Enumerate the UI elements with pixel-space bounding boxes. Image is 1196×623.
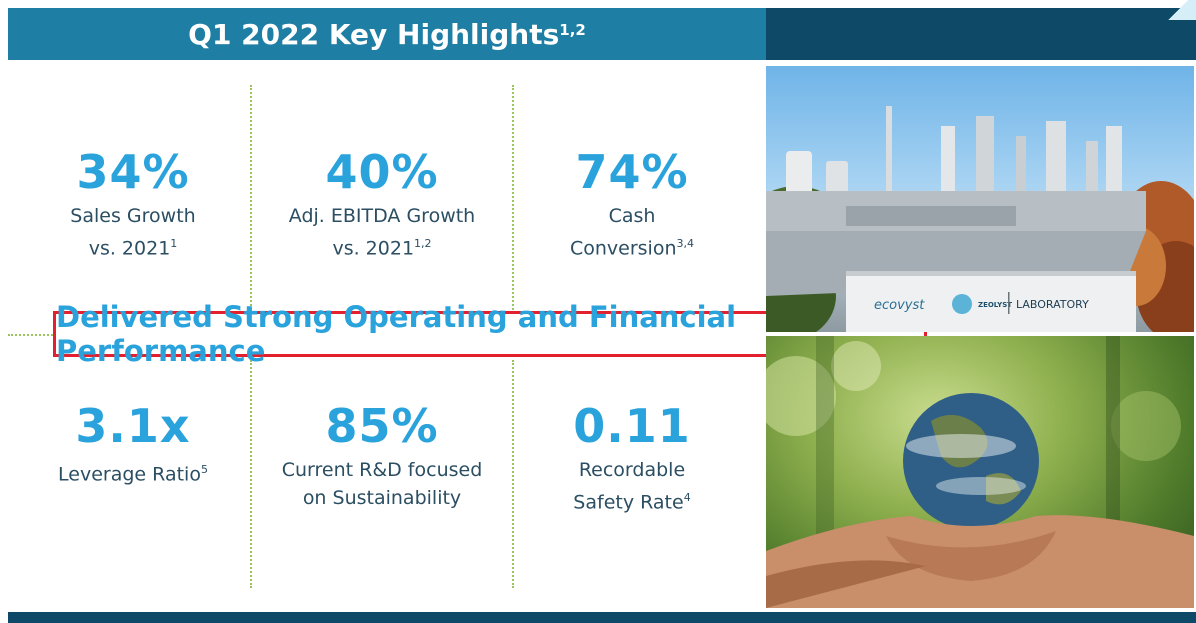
corner-decoration [1146,0,1196,20]
divider-horizontal [8,334,53,336]
metric-cash-conversion: 74% Cash Conversion3,4 [512,146,752,262]
sign-label-text: LABORATORY [1016,298,1089,311]
metric-leverage-ratio: 3.1x Leverage Ratio5 [13,400,253,488]
divider-vertical-4 [512,360,514,588]
metric-label: Current R&D focused on Sustainability [281,459,483,509]
metric-safety-rate: 0.11 Recordable Safety Rate4 [512,400,752,516]
sign-partner-text: ZEOLYST [978,301,1012,309]
header-accent-bar [766,8,1196,60]
footer-bar [8,612,1196,623]
metric-label: Leverage Ratio5 [58,463,208,486]
metric-value: 74% [575,145,689,199]
slide-title-bar: Q1 2022 Key Highlights 1,2 [8,8,766,60]
metric-ebitda-growth: 40% Adj. EBITDA Growth vs. 20211,2 [262,146,502,262]
divider-vertical-2 [512,85,514,310]
metric-label: Sales Growth vs. 20211 [70,205,196,260]
metric-value: 34% [76,145,190,199]
metric-value: 85% [325,399,439,453]
metric-value: 0.11 [573,399,691,453]
divider-vertical-3 [250,360,252,588]
metric-sales-growth: 34% Sales Growth vs. 20211 [13,146,253,262]
sign-brand-text: ecovyst [874,298,925,313]
metric-label: Recordable Safety Rate4 [573,459,691,514]
metric-rd-sustainability: 85% Current R&D focused on Sustainabilit… [262,400,502,512]
globe-in-hands-photo [766,336,1194,608]
metric-label: Adj. EBITDA Growth vs. 20211,2 [288,205,476,260]
metric-label: Cash Conversion3,4 [569,205,695,260]
divider-vertical-1 [250,85,252,310]
metric-value: 40% [325,145,439,199]
metric-value: 3.1x [75,399,191,453]
globe-illustration [766,336,1194,608]
slide-title: Q1 2022 Key Highlights [188,17,560,51]
plant-illustration: ecovyst ZEOLYST LABORATORY [766,106,1194,332]
plant-photo: ecovyst ZEOLYST LABORATORY [766,66,1194,332]
slide-title-footnote: 1,2 [559,21,586,39]
